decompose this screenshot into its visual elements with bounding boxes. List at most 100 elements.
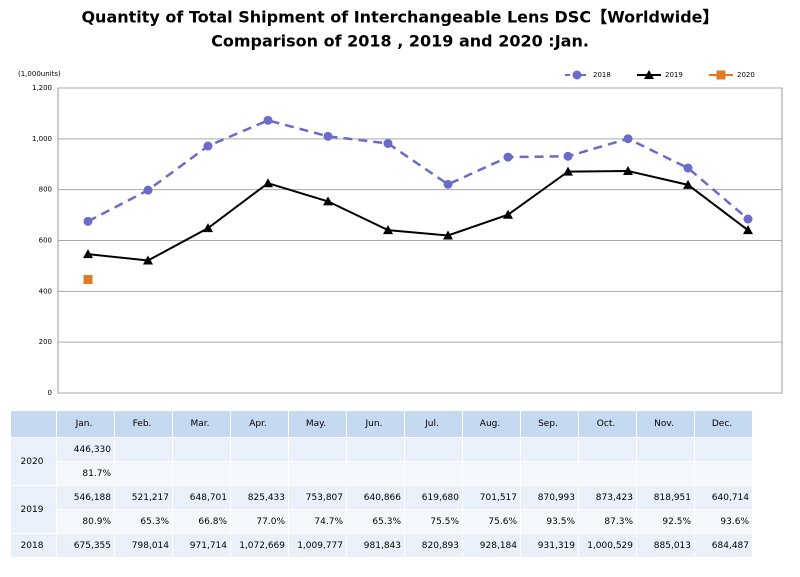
table-cell: 675,355	[56, 533, 115, 558]
table-cell: 74.7%	[288, 509, 347, 534]
table-cell	[636, 461, 695, 486]
table-row: 2018 675,355 798,014 971,714 1,072,669 1,009,…	[10, 533, 753, 558]
table-cell: Dec.	[694, 410, 753, 438]
table-cell	[346, 437, 405, 462]
table-cell: 1,072,669	[230, 533, 289, 558]
table-cell: Apr.	[230, 410, 289, 438]
table-cell: 648,701	[172, 485, 231, 510]
marker	[203, 223, 213, 233]
table-cell: 798,014	[114, 533, 173, 558]
marker	[83, 216, 93, 226]
table-cell: 619,680	[404, 485, 463, 510]
table-cell: 928,184	[462, 533, 521, 558]
y-axis-label: (1,000units)	[18, 70, 61, 78]
table-cell	[578, 461, 637, 486]
table-cell: 640,714	[694, 485, 753, 510]
table-cell: 870,993	[520, 485, 579, 510]
marker	[383, 225, 393, 235]
marker	[743, 214, 753, 224]
chart-title: Quantity of Total Shipment of Interchang…	[81, 8, 718, 27]
table-cell: 1,000,529	[578, 533, 637, 558]
table-cell: Aug.	[462, 410, 521, 438]
table-cell	[694, 461, 753, 486]
table-cell: 873,423	[578, 485, 637, 510]
table-cell: Sep.	[520, 410, 579, 438]
table-cell: 885,013	[636, 533, 695, 558]
table-cell: 77.0%	[230, 509, 289, 534]
table-cell: Oct.	[578, 410, 637, 438]
table-cell: Mar.	[172, 410, 231, 438]
legend-marker	[644, 70, 654, 79]
y-tick-label: 1,200	[32, 84, 52, 92]
table-cell: 701,517	[462, 485, 521, 510]
legend-label: 2020	[737, 71, 755, 79]
table-cell	[172, 461, 231, 486]
table-cell	[230, 461, 289, 486]
table-cell: 981,843	[346, 533, 405, 558]
chart-subtitle: Comparison of 2018 , 2019 and 2020 :Jan.	[211, 32, 589, 51]
table-row: 2020 446,330	[10, 437, 753, 486]
series-line	[87, 170, 749, 262]
table-cell	[694, 437, 753, 462]
table-cell: 546,188	[56, 485, 115, 510]
table-cell: Feb.	[114, 410, 173, 438]
table-cell: 93.6%	[694, 509, 753, 534]
table-cell: 2019	[10, 485, 57, 534]
table-cell: 81.7%	[56, 461, 115, 486]
y-tick-label: 800	[39, 186, 52, 194]
table-cell: 971,714	[172, 533, 231, 558]
table-cell	[462, 437, 521, 462]
series-line	[87, 119, 749, 223]
table-cell	[578, 437, 637, 462]
marker	[683, 163, 693, 173]
table-cell: Nov.	[636, 410, 695, 438]
table-cell	[230, 437, 289, 462]
table-cell: 80.9%	[56, 509, 115, 534]
marker	[143, 185, 153, 195]
marker	[623, 166, 633, 176]
marker	[263, 178, 273, 188]
marker	[83, 275, 93, 285]
y-tick-label: 1,000	[32, 135, 52, 143]
marker	[443, 179, 453, 189]
table-cell: 446,330	[56, 437, 115, 462]
y-tick-label: 600	[39, 237, 52, 245]
table-cell: 87.3%	[578, 509, 637, 534]
table-cell: 93.5%	[520, 509, 579, 534]
table-cell: 75.5%	[404, 509, 463, 534]
marker	[743, 225, 753, 235]
legend-label: 2018	[593, 71, 611, 79]
table-cell	[636, 437, 695, 462]
table-cell: 2020	[10, 437, 57, 486]
y-tick-label: 200	[39, 338, 52, 346]
y-tick-label: 0	[48, 389, 52, 397]
table-cell: Jun.	[346, 410, 405, 438]
table-cell: 931,319	[520, 533, 579, 558]
table-cell	[114, 461, 173, 486]
marker	[623, 134, 633, 144]
table-row: 81.7%	[11, 461, 753, 486]
table-cell	[288, 461, 347, 486]
marker	[683, 179, 693, 189]
table-cell	[520, 437, 579, 462]
table-cell	[10, 410, 57, 438]
marker	[83, 249, 93, 259]
marker	[203, 141, 213, 151]
table-cell: 65.3%	[346, 509, 405, 534]
table-cell: Jul.	[404, 410, 463, 438]
table-cell: 75.6%	[462, 509, 521, 534]
table-cell	[288, 437, 347, 462]
table-cell	[404, 437, 463, 462]
marker	[323, 196, 333, 206]
table-cell	[404, 461, 463, 486]
table-cell: 825,433	[230, 485, 289, 510]
marker	[443, 230, 453, 240]
chart: Quantity of Total Shipment of Interchang…	[18, 8, 783, 397]
table-cell: 820,893	[404, 533, 463, 558]
table-cell: 684,487	[694, 533, 753, 558]
table-cell: 65.3%	[114, 509, 173, 534]
marker	[503, 209, 513, 219]
table-cell: 818,951	[636, 485, 695, 510]
table-cell: 753,807	[288, 485, 347, 510]
